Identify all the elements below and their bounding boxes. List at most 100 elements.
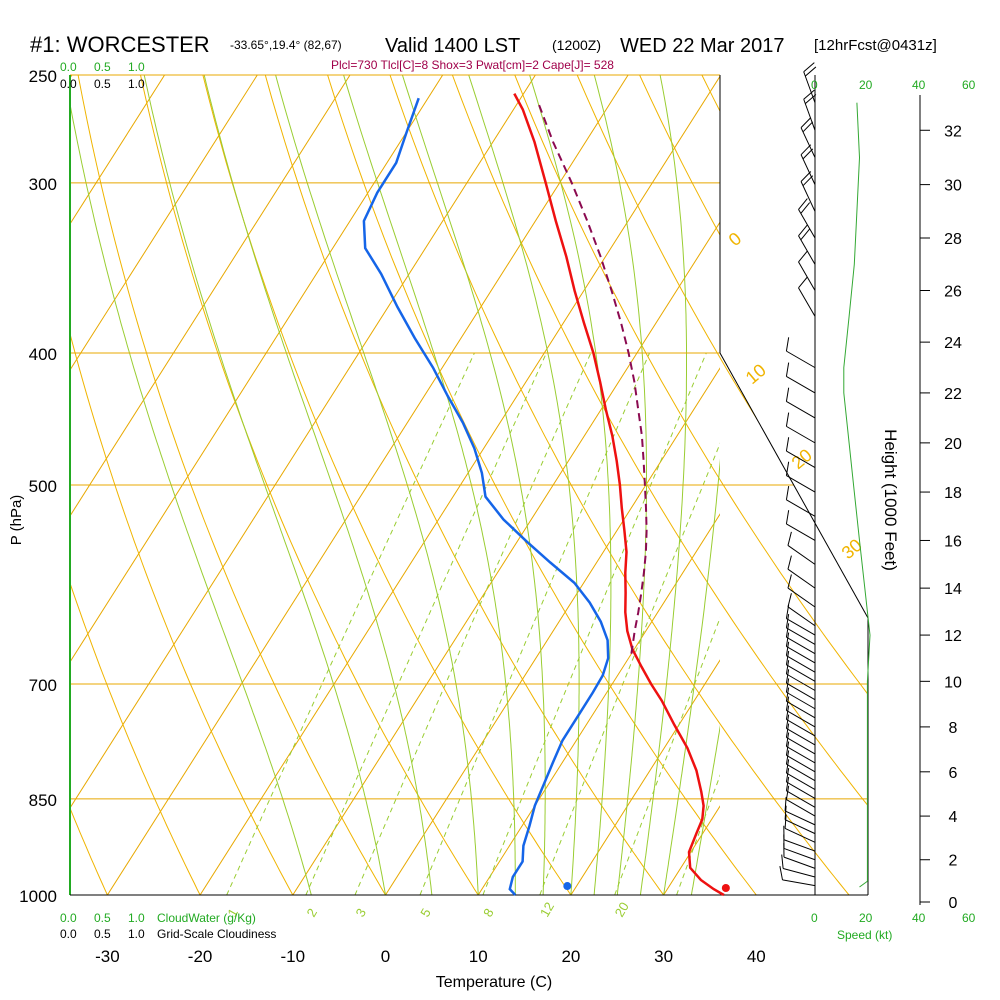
height-tick-label: 2 <box>949 853 958 870</box>
wind-barb-feather <box>804 94 817 104</box>
cloudiness-title: Grid-Scale Cloudiness <box>157 927 276 941</box>
dry-adiabat-line <box>258 75 686 895</box>
wind-barb-feather <box>785 669 790 684</box>
height-tick-label: 28 <box>944 231 962 248</box>
cloudiness-scale-bottom-1: 0.5 <box>94 927 111 941</box>
dry-adiabat-line <box>751 75 868 895</box>
pressure-tick-label: 250 <box>29 67 57 86</box>
wind-barb-feather <box>800 117 812 129</box>
wind-barb <box>782 868 816 878</box>
height-tick-label: 20 <box>944 436 962 453</box>
pressure-tick-label: 1000 <box>19 887 57 906</box>
wind-barb <box>786 375 816 394</box>
cloudiness-scale-bottom-0: 0.0 <box>60 927 77 941</box>
stability-indices: Plcl=730 Tlcl[C]=8 Shox=3 Pwat[cm]=2 Cap… <box>331 58 614 72</box>
wind-barb-feather <box>785 741 790 756</box>
dry-adiabat-line <box>73 75 404 895</box>
cloudiness-scale-bottom-2: 1.0 <box>128 927 145 941</box>
wind-barb <box>786 618 816 636</box>
height-tick-label: 4 <box>949 809 958 826</box>
moist-adiabat-line <box>203 75 433 895</box>
forecast-label: [12hrFcst@0431z] <box>814 37 937 54</box>
pressure-tick-label: 500 <box>29 477 57 496</box>
wind-barb <box>803 99 816 131</box>
wind-barb <box>783 839 816 852</box>
wind-barb-feather <box>785 660 790 675</box>
wind-barb-feather <box>784 796 787 811</box>
mixing-ratio-label: 12 <box>537 899 557 919</box>
wind-barb <box>786 736 816 755</box>
wind-barb-feather <box>785 437 790 452</box>
height-tick-label: 6 <box>949 765 958 782</box>
wind-barb-feather <box>787 574 792 589</box>
wind-barb <box>786 790 816 808</box>
pressure-tick-label: 700 <box>29 676 57 695</box>
height-tick-label: 30 <box>944 178 962 195</box>
cloudwater-scale-top-0: 0.0 <box>60 60 77 74</box>
dry-adiabat-line <box>319 75 780 895</box>
moist-adiabat-line <box>529 75 612 895</box>
speed-tick-top-20: 20 <box>859 78 873 92</box>
wind-barb <box>787 606 816 627</box>
wind-barb-feather <box>785 678 790 693</box>
mixing-ratio-label: 20 <box>612 899 632 919</box>
wind-barb-feather <box>785 461 790 476</box>
height-tick-label: 24 <box>944 335 962 352</box>
wind-barb <box>786 763 816 782</box>
wind-barb-feather <box>785 705 790 720</box>
moist-adiabat-line <box>401 75 546 895</box>
wind-barb <box>786 523 816 541</box>
wind-barb <box>786 700 816 719</box>
station-title: #1: WORCESTER <box>30 32 210 57</box>
dry-adiabat-lines <box>0 51 868 924</box>
mixing-ratio-label: 5 <box>417 906 434 920</box>
wind-barb-feather <box>785 750 790 765</box>
temperature-tick-label: 20 <box>561 947 580 966</box>
wind-barb-feather <box>785 510 790 525</box>
moist-adiabat-line <box>593 75 647 895</box>
height-tick-label: 8 <box>949 720 958 737</box>
dry-adiabat-label: 10 <box>742 360 770 388</box>
wind-barb <box>786 499 816 517</box>
dry-adiabat-line <box>381 75 868 895</box>
isotherm-line <box>70 75 258 371</box>
wind-barb-feather <box>785 785 790 800</box>
pressure-tick-label: 400 <box>29 345 57 364</box>
dry-adiabat-line <box>0 51 27 924</box>
wind-barb-feather <box>785 732 790 747</box>
cloudwater-scale-bottom-0: 0.0 <box>60 911 77 925</box>
speed-tick-top-60: 60 <box>962 78 976 92</box>
wind-barb-feather <box>785 776 790 791</box>
wind-barb <box>784 819 816 835</box>
wind-barb-feather <box>802 148 814 160</box>
wind-barb-feather <box>800 228 811 241</box>
surface-temperature-marker <box>721 884 730 892</box>
height-tick-label: 10 <box>944 674 962 691</box>
temperature-axis-title: Temperature (C) <box>436 974 552 991</box>
temperature-tick-label: 40 <box>747 947 766 966</box>
speed-tick-bottom-0: 0 <box>811 911 818 925</box>
wind-barb-feather <box>785 768 790 783</box>
dry-adiabat-line <box>70 75 216 895</box>
wind-barb <box>787 568 816 589</box>
height-tick-label: 18 <box>944 485 962 502</box>
wind-barb <box>800 127 816 158</box>
valid-utc: (1200Z) <box>552 37 601 53</box>
isotherm-line <box>477 513 720 895</box>
wind-barb-feather <box>785 362 790 377</box>
moist-adiabat-line <box>639 75 687 895</box>
wind-barb-feather <box>785 623 790 638</box>
sounding-profiles <box>362 93 730 897</box>
wind-barb <box>783 856 816 869</box>
cloudiness-scale-top-2: 1.0 <box>128 77 145 91</box>
wind-panel <box>779 62 871 888</box>
temperature-tick-label: 10 <box>469 947 488 966</box>
wind-barb-feather <box>800 202 811 214</box>
wind-barb <box>798 209 816 239</box>
wind-barb-feather <box>787 555 792 570</box>
wind-barb <box>783 847 816 861</box>
wind-barb <box>800 154 816 185</box>
wind-barb-feather <box>785 714 790 729</box>
